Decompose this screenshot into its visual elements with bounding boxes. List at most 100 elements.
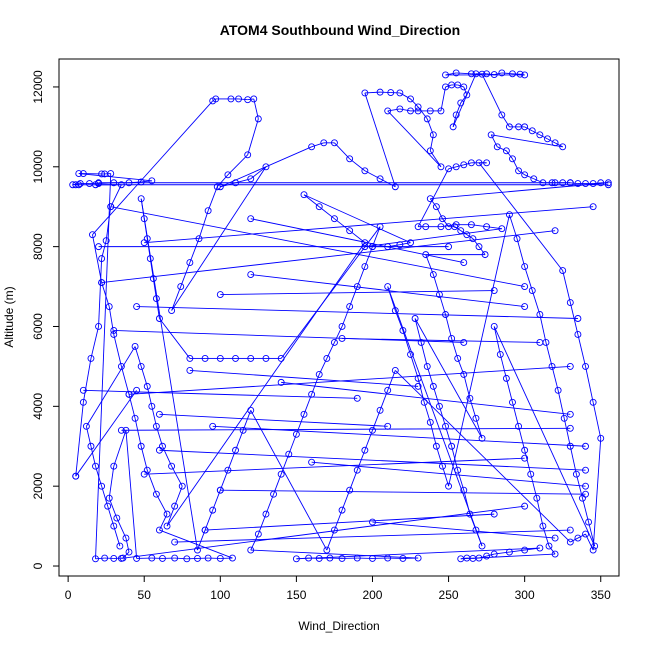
data-point [463, 91, 471, 99]
data-point [346, 155, 354, 163]
data-point [384, 107, 392, 115]
data-point [566, 410, 574, 418]
series-line-segment [592, 438, 602, 551]
data-point [566, 179, 574, 187]
data-point [277, 354, 285, 362]
data-point [146, 255, 154, 263]
data-point [110, 554, 118, 562]
data-point [183, 555, 191, 563]
series-line-segment [220, 146, 312, 188]
data-point [559, 143, 567, 151]
data-point [559, 267, 567, 275]
data-point [435, 291, 443, 298]
series-line-segment [402, 330, 411, 355]
data-point [119, 554, 127, 562]
data-point [429, 271, 437, 279]
data-point [216, 291, 224, 298]
data-point [149, 275, 157, 283]
data-point [369, 554, 376, 562]
series-line-segment [174, 529, 571, 543]
data-point [376, 88, 384, 96]
series-line-segment [128, 394, 136, 419]
data-point [423, 362, 431, 370]
data-point [159, 442, 166, 450]
data-point [227, 95, 235, 103]
y-tick-label: 10000 [31, 150, 45, 184]
series-line-segment [280, 454, 290, 475]
data-point [559, 179, 567, 187]
series-line-segment [303, 194, 411, 244]
series-line-segment [136, 306, 578, 319]
data-point [98, 255, 106, 263]
data-point [407, 239, 414, 247]
series-line-segment [420, 342, 428, 367]
data-point [582, 442, 589, 450]
data-point [396, 89, 404, 97]
series-line-segment [582, 498, 590, 523]
series-line-segment [303, 394, 313, 415]
data-point [250, 95, 258, 103]
series-line-segment [394, 370, 571, 543]
series-line-segment [155, 493, 168, 515]
data-point [152, 295, 160, 302]
data-point [213, 183, 221, 191]
series-line-segment [506, 150, 513, 160]
data-point [323, 354, 331, 362]
data-point [437, 107, 445, 115]
data-point [481, 251, 489, 259]
series-line-segment [212, 490, 221, 511]
data-point [216, 486, 224, 494]
series-line-segment [197, 529, 206, 551]
data-point [414, 223, 422, 231]
data-point [589, 398, 597, 406]
series-line-segment [159, 413, 388, 427]
data-point [262, 510, 270, 518]
data-point [201, 354, 209, 362]
series-line-segment [113, 330, 464, 343]
data-point [478, 434, 486, 442]
series-line-segment [288, 434, 297, 455]
data-point [467, 159, 475, 167]
y-tick-label: 6000 [31, 313, 45, 340]
data-point [475, 159, 483, 167]
series-line-segment [238, 98, 248, 101]
data-point [186, 366, 194, 374]
data-point [445, 243, 453, 251]
data-point [82, 422, 90, 430]
data-point [591, 542, 599, 550]
series-line-segment [577, 533, 586, 539]
series-line-segment [207, 186, 218, 211]
data-point [566, 362, 574, 370]
data-point [110, 179, 118, 187]
data-point [460, 339, 468, 346]
series-line-segment [486, 73, 495, 76]
series-line-segment [530, 474, 538, 499]
data-point [509, 398, 516, 406]
series-line-segment [493, 326, 501, 355]
data-point [104, 502, 112, 510]
series-line-segment [494, 551, 510, 555]
data-point [92, 462, 99, 470]
series-line-segment [563, 418, 571, 447]
data-point [320, 139, 328, 147]
series-line-segment [463, 86, 468, 96]
data-point [604, 181, 612, 189]
data-point [574, 534, 582, 542]
series-line-segment [159, 449, 586, 471]
data-point [346, 486, 354, 494]
data-point [102, 237, 110, 245]
data-point [262, 354, 270, 362]
data-point [472, 526, 480, 534]
data-point [110, 331, 118, 338]
data-point [98, 279, 106, 287]
data-point [308, 458, 316, 466]
series-line-segment [101, 486, 109, 507]
data-point [391, 366, 399, 374]
data-point [201, 526, 209, 534]
data-point [439, 462, 446, 470]
series-line-segment [509, 549, 525, 553]
data-point [292, 430, 300, 438]
data-point [277, 470, 285, 478]
series-line-segment [227, 154, 249, 176]
series-line-segment [189, 238, 200, 263]
